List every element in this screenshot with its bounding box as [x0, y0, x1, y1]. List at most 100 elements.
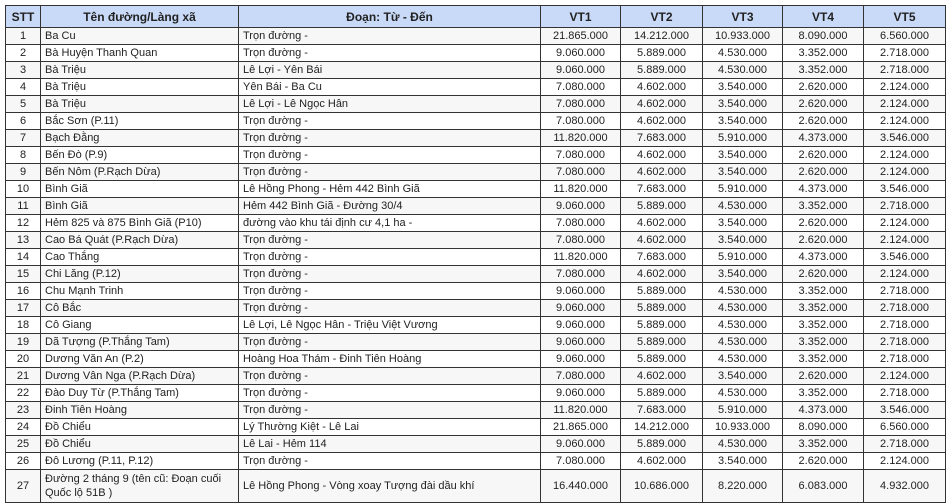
- table-row: 13 Cao Bá Quát (P.Rạch Dừa) Trọn đường -7.…: [5, 231, 946, 249]
- cell-segment: Trọn đường -: [238, 265, 541, 283]
- cell-vt1: 9.060.000: [540, 299, 621, 317]
- cell-segment: Trọn đường -: [238, 333, 541, 351]
- cell-vt4: 3.352.000: [782, 333, 864, 351]
- header-vt5: VT5: [863, 5, 946, 28]
- cell-vt4: 3.352.000: [782, 197, 864, 215]
- cell-vt1: 9.060.000: [540, 316, 621, 334]
- cell-segment: Trọn đường -: [238, 163, 541, 181]
- cell-vt2: 7.683.000: [620, 129, 703, 147]
- cell-segment: Trọn đường -: [238, 129, 541, 147]
- table-body: 1 Ba Cu Trọn đường -21.865.000 14.212.000 10…: [5, 27, 946, 503]
- table-row: 15 Chi Lăng (P.12) Trọn đường -7.080.000 4.…: [5, 265, 946, 283]
- cell-name: Ba Cu: [40, 27, 239, 45]
- cell-vt3: 3.540.000: [702, 78, 783, 96]
- cell-name: Bà Huyện Thanh Quan: [40, 44, 239, 62]
- cell-name: Đào Duy Từ (P.Thắng Tam): [40, 384, 239, 402]
- cell-stt: 17: [5, 299, 41, 317]
- cell-segment: Hoàng Hoa Thám - Đinh Tiên Hoàng: [238, 350, 541, 368]
- cell-name: Cao Bá Quát (P.Rạch Dừa): [40, 231, 239, 249]
- cell-stt: 1: [5, 27, 41, 45]
- cell-vt2: 5.889.000: [620, 299, 703, 317]
- table-row: 10 Bình Giã Lê Hồng Phong - Hẻm 442 Bình G…: [5, 180, 946, 198]
- cell-vt1: 9.060.000: [540, 435, 621, 453]
- header-vt4: VT4: [782, 5, 864, 28]
- cell-vt5: 2.718.000: [863, 44, 946, 62]
- cell-vt4: 2.620.000: [782, 367, 864, 385]
- cell-segment: Trọn đường -: [238, 282, 541, 300]
- cell-vt5: 2.718.000: [863, 282, 946, 300]
- cell-name: Cao Thắng: [40, 248, 239, 266]
- cell-vt2: 5.889.000: [620, 384, 703, 402]
- table-row: 11 Bình Giã Hẻm 442 Bình Giã - Đường 30/4 9…: [5, 197, 946, 215]
- cell-vt4: 3.352.000: [782, 316, 864, 334]
- cell-segment: Trọn đường -: [238, 452, 541, 470]
- cell-vt2: 5.889.000: [620, 44, 703, 62]
- cell-vt3: 10.933.000: [702, 418, 783, 436]
- cell-vt5: 2.718.000: [863, 316, 946, 334]
- cell-name: Bạch Đằng: [40, 129, 239, 147]
- cell-vt1: 16.440.000: [540, 469, 621, 503]
- table-row: 20 Dương Văn An (P.2) Hoàng Hoa Thám - Đin…: [5, 350, 946, 368]
- cell-vt5: 2.124.000: [863, 214, 946, 232]
- table-row: 8 Bến Đò (P.9) Trọn đường -7.080.000 4.602.…: [5, 146, 946, 164]
- cell-vt4: 3.352.000: [782, 384, 864, 402]
- cell-vt3: 4.530.000: [702, 435, 783, 453]
- cell-vt4: 4.373.000: [782, 129, 864, 147]
- cell-stt: 20: [5, 350, 41, 368]
- cell-name: Đô Lương (P.11, P.12): [40, 452, 239, 470]
- cell-vt5: 2.124.000: [863, 95, 946, 113]
- table-row: 26 Đô Lương (P.11, P.12) Trọn đường -7.080…: [5, 452, 946, 470]
- cell-vt2: 4.602.000: [620, 231, 703, 249]
- cell-name: Bà Triệu: [40, 78, 239, 96]
- cell-vt3: 8.220.000: [702, 469, 783, 503]
- cell-vt1: 11.820.000: [540, 129, 621, 147]
- cell-vt2: 14.212.000: [620, 418, 703, 436]
- table-row: 19 Dã Tượng (P.Thắng Tam) Trọn đường -9.06…: [5, 333, 946, 351]
- cell-vt5: 2.124.000: [863, 367, 946, 385]
- table-row: 6 Bắc Sơn (P.11) Trọn đường -7.080.000 4.60…: [5, 112, 946, 130]
- cell-vt5: 2.718.000: [863, 384, 946, 402]
- cell-vt5: 2.124.000: [863, 452, 946, 470]
- cell-vt4: 2.620.000: [782, 112, 864, 130]
- cell-stt: 9: [5, 163, 41, 181]
- cell-vt1: 9.060.000: [540, 44, 621, 62]
- cell-vt2: 5.889.000: [620, 350, 703, 368]
- cell-vt4: 3.352.000: [782, 282, 864, 300]
- cell-stt: 4: [5, 78, 41, 96]
- cell-vt3: 3.540.000: [702, 367, 783, 385]
- cell-name: Đinh Tiên Hoàng: [40, 401, 239, 419]
- cell-vt3: 4.530.000: [702, 299, 783, 317]
- cell-stt: 2: [5, 44, 41, 62]
- cell-name: Đường 2 tháng 9 (tên cũ: Đoạn cuối Quốc …: [40, 469, 239, 503]
- cell-vt3: 3.540.000: [702, 95, 783, 113]
- cell-vt4: 2.620.000: [782, 214, 864, 232]
- cell-vt2: 5.889.000: [620, 61, 703, 79]
- cell-stt: 21: [5, 367, 41, 385]
- cell-vt2: 4.602.000: [620, 452, 703, 470]
- cell-vt4: 2.620.000: [782, 78, 864, 96]
- cell-vt3: 3.540.000: [702, 112, 783, 130]
- cell-vt5: 2.124.000: [863, 78, 946, 96]
- table-row: 16 Chu Mạnh Trinh Trọn đường -9.060.000 5.8…: [5, 282, 946, 300]
- cell-name: Bến Đò (P.9): [40, 146, 239, 164]
- cell-vt3: 3.540.000: [702, 163, 783, 181]
- cell-vt5: 2.718.000: [863, 197, 946, 215]
- cell-segment: Lê Hồng Phong - Vòng xoay Tượng đài dầu …: [238, 469, 541, 503]
- cell-segment: Trọn đường -: [238, 299, 541, 317]
- cell-vt5: 2.718.000: [863, 350, 946, 368]
- cell-vt4: 3.352.000: [782, 435, 864, 453]
- cell-stt: 22: [5, 384, 41, 402]
- cell-vt2: 5.889.000: [620, 333, 703, 351]
- cell-segment: Trọn đường -: [238, 27, 541, 45]
- cell-name: Bắc Sơn (P.11): [40, 112, 239, 130]
- cell-vt5: 2.718.000: [863, 435, 946, 453]
- cell-vt5: 2.124.000: [863, 265, 946, 283]
- cell-vt2: 4.602.000: [620, 78, 703, 96]
- cell-name: Bến Nôm (P.Rạch Dừa): [40, 163, 239, 181]
- cell-vt2: 4.602.000: [620, 265, 703, 283]
- cell-vt1: 7.080.000: [540, 112, 621, 130]
- cell-vt3: 4.530.000: [702, 282, 783, 300]
- table-row: 2 Bà Huyện Thanh Quan Trọn đường -9.060.00…: [5, 44, 946, 62]
- cell-vt3: 3.540.000: [702, 265, 783, 283]
- cell-vt2: 4.602.000: [620, 95, 703, 113]
